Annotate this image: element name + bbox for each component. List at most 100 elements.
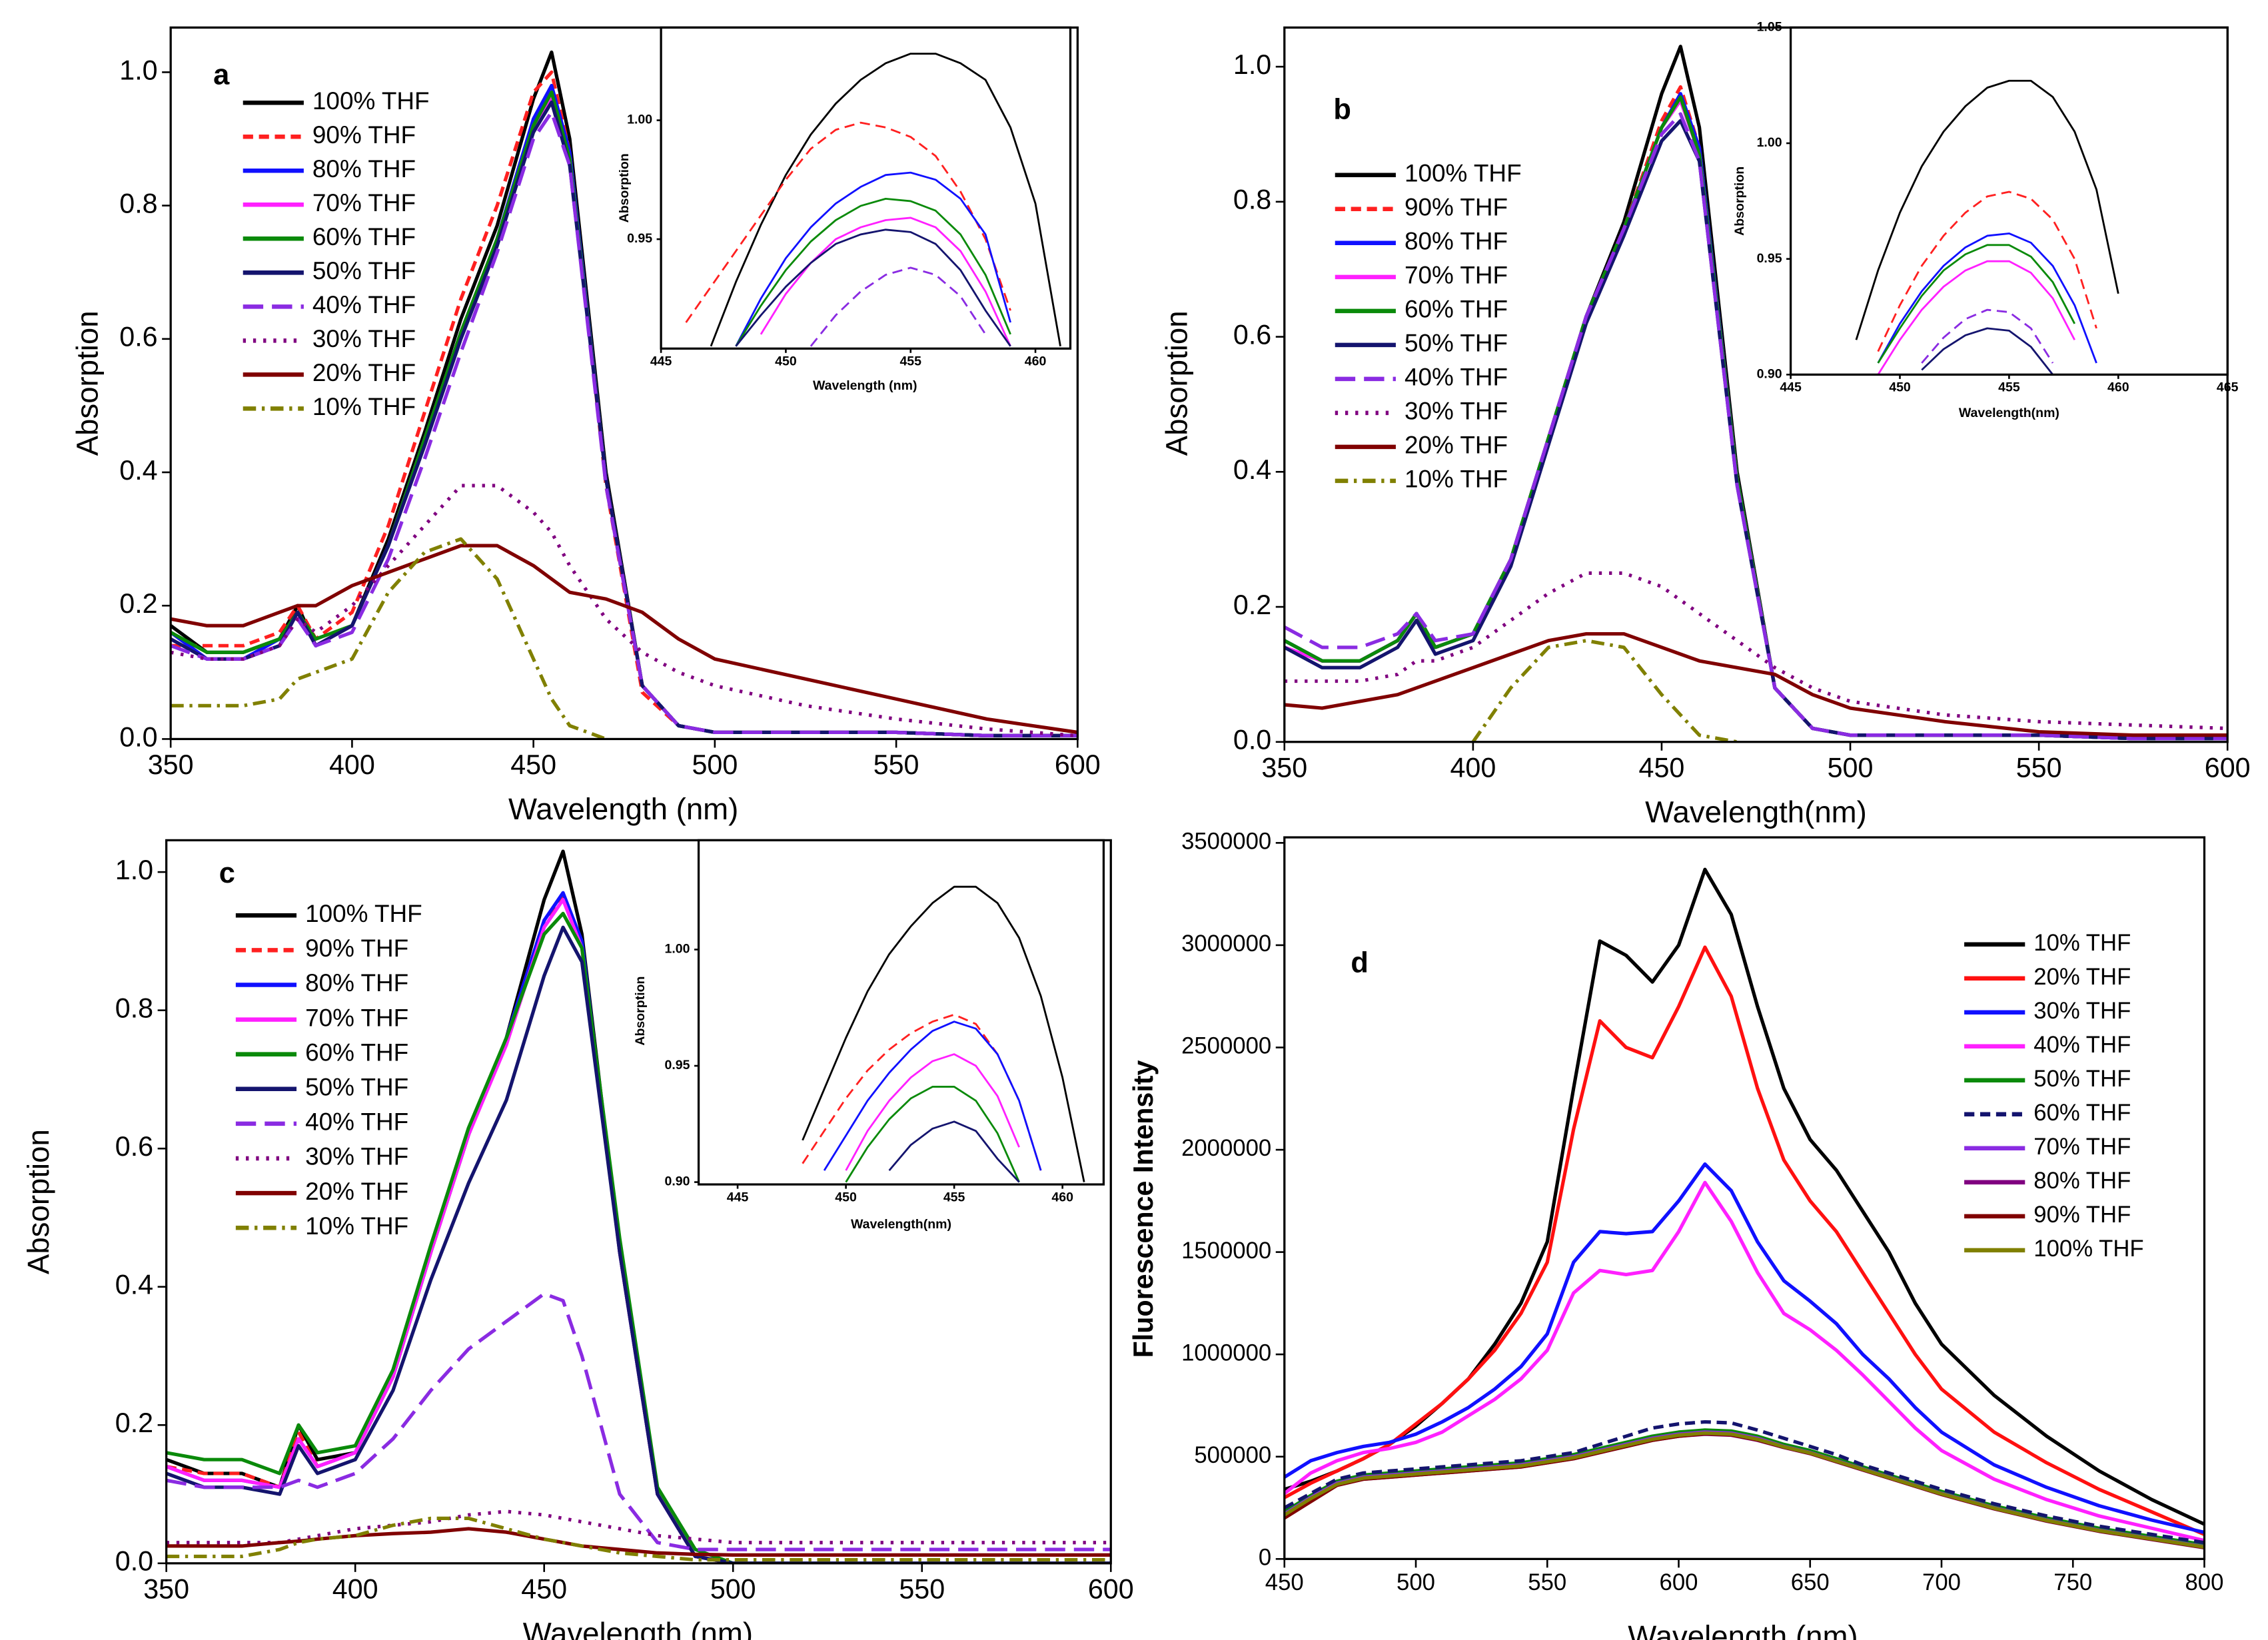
y-tick-label: 0.90 xyxy=(1757,367,1782,382)
series-line xyxy=(1877,260,2075,375)
panel-label: c xyxy=(219,857,235,889)
series-line xyxy=(735,197,1011,347)
series-line xyxy=(710,53,1061,347)
series-line xyxy=(1284,631,2228,737)
legend-label: 20% THF xyxy=(305,1178,408,1205)
series-line xyxy=(171,544,1078,734)
series-line xyxy=(1284,112,2228,741)
legend-label: 80% THF xyxy=(2033,1168,2131,1194)
x-tick-label: 500 xyxy=(710,1574,756,1605)
series-line xyxy=(735,228,1011,347)
x-axis-label: Wavelength (nm) xyxy=(523,1616,753,1640)
y-tick-label: 2000000 xyxy=(1181,1136,1271,1161)
x-tick-label: 450 xyxy=(1639,753,1685,783)
x-tick-label: 700 xyxy=(1922,1570,1961,1595)
series-group xyxy=(171,50,1078,739)
legend-label: 70% THF xyxy=(1405,262,1508,289)
plot-frame xyxy=(1283,836,2206,1560)
legend-label: 20% THF xyxy=(312,359,416,386)
series-group xyxy=(1284,867,2205,1550)
y-tick-label: 3500000 xyxy=(1181,829,1271,855)
x-tick-label: 600 xyxy=(2205,753,2251,783)
x-tick-label: 600 xyxy=(1055,749,1101,780)
y-tick-label: 0.0 xyxy=(1233,725,1271,755)
legend-label: 40% THF xyxy=(2033,1032,2131,1058)
x-tick-label: 550 xyxy=(2016,753,2062,783)
y-tick-label: 1.0 xyxy=(1233,49,1271,80)
y-tick-label: 500000 xyxy=(1194,1443,1271,1468)
y-tick-label: 0 xyxy=(1259,1545,1271,1571)
legend-label: 50% THF xyxy=(305,1074,408,1101)
plot-frame xyxy=(1283,26,2229,743)
y-tick-label: 1.0 xyxy=(115,855,153,885)
series-line xyxy=(171,484,1078,738)
y-tick-label: 1.00 xyxy=(1757,135,1782,150)
y-tick-label: 0.4 xyxy=(1233,454,1271,485)
panel-label: d xyxy=(1351,947,1369,979)
legend-label: 70% THF xyxy=(312,189,416,216)
y-tick-label: 0.6 xyxy=(1233,319,1271,350)
x-tick-label: 460 xyxy=(2107,380,2129,395)
x-tick-label: 450 xyxy=(835,1190,857,1204)
x-axis-label: Wavelength (nm) xyxy=(508,792,738,826)
series-line xyxy=(1877,232,2097,364)
plot-frame xyxy=(660,26,1072,350)
x-tick-label: 455 xyxy=(1998,380,2020,395)
legend-label: 100% THF xyxy=(312,87,430,115)
legend-label: 50% THF xyxy=(1405,330,1508,357)
series-group xyxy=(166,849,1111,1563)
legend-label: 90% THF xyxy=(1405,194,1508,221)
y-axis-label: Absorption xyxy=(617,153,632,222)
series-line xyxy=(888,1120,1020,1183)
legend-label: 70% THF xyxy=(305,1004,408,1031)
series-line xyxy=(845,1053,1020,1171)
series-line xyxy=(166,925,1111,1563)
legend-label: 10% THF xyxy=(1405,466,1508,493)
x-axis-label: Wavelength(nm) xyxy=(851,1217,951,1232)
x-tick-label: 550 xyxy=(899,1574,945,1605)
panel: 445 450 455 460 0.95 1.00 Wavelength (nm) Absor… xyxy=(617,26,1072,393)
y-axis-label: Absorption xyxy=(21,1129,55,1274)
y-axis-label: Fluorescence Intensity xyxy=(1128,1060,1159,1358)
x-tick-label: 650 xyxy=(1791,1570,1830,1595)
series-line xyxy=(823,1021,1042,1171)
y-tick-label: 0.0 xyxy=(115,1546,153,1577)
series-line xyxy=(1921,327,2054,375)
legend-label: 40% THF xyxy=(1405,364,1508,391)
inset-background xyxy=(698,840,1104,1185)
legend-label: 10% THF xyxy=(2033,931,2131,956)
y-tick-label: 2500000 xyxy=(1181,1034,1271,1059)
x-tick-label: 465 xyxy=(2217,380,2239,395)
panel: 445 450 455 460 465 0.90 0.95 1.00 1.05 Wavelengt… xyxy=(1732,19,2239,420)
x-tick-label: 445 xyxy=(727,1190,749,1204)
y-tick-label: 1500000 xyxy=(1181,1238,1271,1264)
series-line xyxy=(1284,1162,2205,1534)
legend-label: 80% THF xyxy=(312,155,416,183)
legend-label: 30% THF xyxy=(305,1143,408,1170)
plot-frame xyxy=(169,26,1079,741)
y-tick-label: 0.95 xyxy=(1757,251,1782,266)
series-line xyxy=(1284,571,2228,731)
y-tick-label: 1.00 xyxy=(627,113,652,127)
y-tick-label: 1.05 xyxy=(1757,19,1782,34)
series-line xyxy=(166,1516,1111,1562)
series-line xyxy=(166,1292,1111,1551)
legend-label: 100% THF xyxy=(1405,160,1522,187)
legend-label: 50% THF xyxy=(312,257,416,284)
legend-label: 80% THF xyxy=(305,969,408,997)
series-line xyxy=(1855,79,2119,340)
y-tick-label: 0.4 xyxy=(115,1270,153,1300)
y-tick-label: 1000000 xyxy=(1181,1340,1271,1366)
legend-label: 20% THF xyxy=(2033,965,2131,990)
series-line xyxy=(1284,945,2205,1536)
series-line xyxy=(1471,639,1738,742)
x-tick-label: 450 xyxy=(1889,380,1911,395)
x-tick-label: 460 xyxy=(1025,354,1047,369)
x-tick-label: 450 xyxy=(1265,1570,1304,1595)
legend-label: 50% THF xyxy=(2033,1066,2131,1092)
legend-label: 60% THF xyxy=(305,1038,408,1066)
plot-frame xyxy=(1789,26,2229,376)
series-group xyxy=(802,885,1085,1183)
series-group xyxy=(1855,79,2119,375)
